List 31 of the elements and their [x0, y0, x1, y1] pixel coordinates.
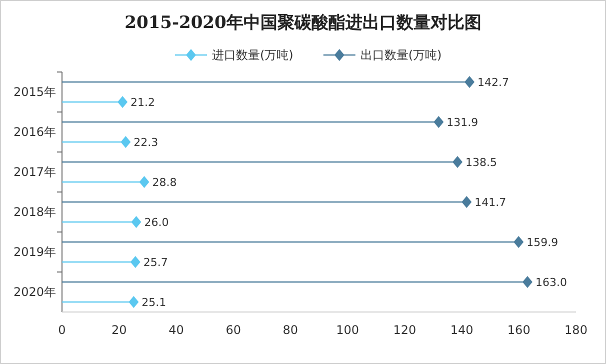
x-tick-label: 140 [450, 323, 474, 337]
data-label: 21.2 [130, 96, 156, 109]
x-tick-label: 80 [282, 323, 298, 337]
x-tick-label: 120 [393, 323, 416, 337]
y-tick-label: 2019年 [13, 245, 56, 259]
legend-label: 出口数量(万吨) [360, 48, 442, 62]
x-tick-label: 0 [58, 323, 66, 337]
x-tick-label: 100 [336, 323, 360, 337]
y-tick-label: 2016年 [13, 125, 56, 139]
x-tick-label: 20 [111, 323, 127, 337]
data-label: 138.5 [465, 156, 497, 169]
y-tick-label: 2018年 [13, 205, 56, 219]
y-tick-label: 2015年 [13, 85, 56, 99]
data-label: 159.9 [526, 236, 558, 249]
data-label: 22.3 [134, 136, 158, 149]
x-tick-label: 60 [226, 323, 241, 337]
data-label: 25.1 [142, 296, 166, 309]
y-tick-label: 2017年 [13, 165, 56, 179]
data-label: 26.0 [144, 216, 169, 229]
data-label: 25.7 [143, 256, 168, 269]
data-label: 142.7 [477, 76, 509, 89]
x-tick-label: 180 [564, 323, 588, 337]
x-tick-label: 160 [507, 323, 530, 337]
data-label: 131.9 [446, 116, 478, 129]
legend-label: 进口数量(万吨) [212, 48, 294, 62]
data-label: 28.8 [152, 176, 177, 189]
data-label: 163.0 [535, 276, 567, 289]
data-label: 141.7 [474, 196, 506, 209]
y-tick-label: 2020年 [13, 285, 56, 299]
chart-title: 2015-2020年中国聚碳酸酯进出口数量对比图 [124, 13, 482, 33]
x-tick-label: 40 [168, 323, 184, 337]
